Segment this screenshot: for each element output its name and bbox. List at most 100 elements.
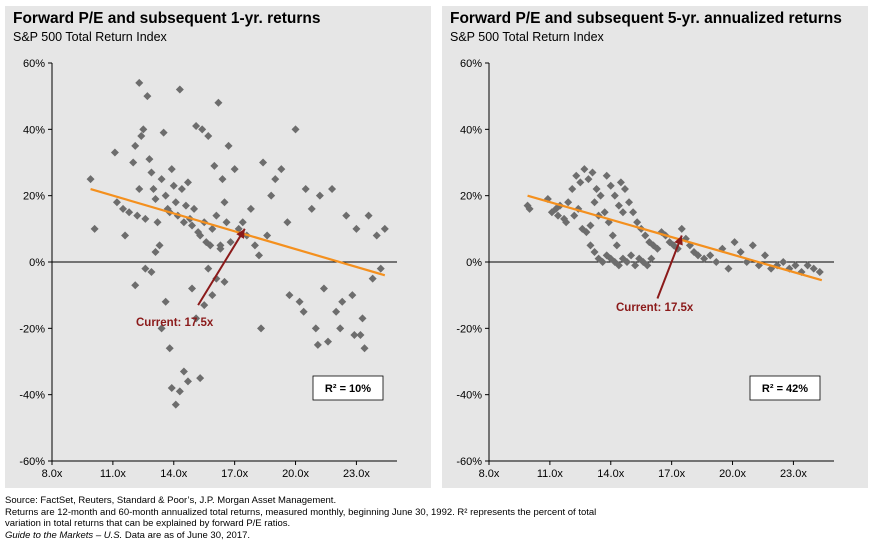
data-point: [131, 281, 140, 290]
data-point: [336, 324, 345, 333]
data-point: [633, 218, 642, 227]
trend-line: [90, 187, 386, 277]
data-point: [255, 251, 263, 260]
data-point: [809, 264, 818, 273]
data-point: [204, 131, 213, 140]
data-point: [175, 85, 184, 94]
y-tick-label: -20%: [19, 323, 45, 335]
data-point: [348, 291, 357, 300]
data-point: [724, 264, 733, 273]
r-squared-label: R² = 10%: [325, 383, 371, 395]
data-point: [135, 78, 144, 87]
data-point: [218, 175, 227, 184]
data-point: [358, 314, 367, 323]
footnote-asof: Data are as of June 30, 2017.: [122, 529, 251, 541]
current-pe-annotation: Current: 17.5x: [616, 302, 694, 314]
y-tick-label: -40%: [19, 390, 45, 402]
data-point: [181, 201, 190, 210]
data-point: [214, 98, 223, 107]
footnote-date: Guide to the Markets – U.S. Data are as …: [5, 530, 871, 542]
data-point: [208, 224, 217, 233]
footnote-variation: variation in total returns that can be e…: [5, 518, 291, 529]
data-point: [815, 267, 824, 276]
data-point: [645, 238, 654, 247]
y-tick-label: -60%: [19, 456, 45, 468]
data-point: [169, 181, 178, 190]
data-point: [208, 291, 217, 300]
data-point: [562, 218, 571, 227]
data-point: [141, 264, 150, 273]
data-point: [590, 248, 599, 257]
x-tick-label: 23.0x: [780, 468, 807, 480]
footnote-returns: Returns are 12-month and 60-month annual…: [5, 506, 597, 518]
data-point: [183, 178, 192, 187]
data-point: [352, 224, 361, 233]
data-point: [610, 191, 619, 200]
data-point: [155, 241, 164, 250]
data-point: [594, 254, 603, 263]
y-tick-label: 0%: [466, 257, 482, 269]
data-point: [584, 175, 593, 184]
data-point: [614, 201, 623, 210]
data-point: [623, 258, 631, 266]
data-point: [616, 178, 625, 187]
current-pe-annotation: Current: 17.5x: [136, 317, 214, 329]
x-tick-label: 23.0x: [343, 468, 370, 480]
chart-title: Forward P/E and subsequent 5-yr. annuali…: [450, 10, 842, 27]
data-point: [677, 224, 686, 233]
data-point: [157, 175, 166, 184]
data-point: [570, 211, 579, 220]
x-tick-label: 20.0x: [282, 468, 309, 480]
x-tick-label: 17.0x: [658, 468, 685, 480]
data-point: [791, 261, 800, 270]
data-point: [271, 175, 280, 184]
data-point: [285, 291, 294, 300]
data-point: [183, 377, 192, 386]
data-point: [196, 374, 205, 383]
x-tick-label: 14.0x: [597, 468, 624, 480]
data-point: [572, 171, 581, 180]
current-arrow: [656, 235, 683, 299]
data-point: [718, 244, 727, 253]
y-tick-label: -60%: [456, 456, 482, 468]
data-point: [586, 241, 595, 250]
data-point: [342, 211, 351, 220]
data-point: [560, 214, 569, 223]
data-point: [712, 258, 721, 266]
data-point: [767, 264, 776, 273]
data-point: [608, 231, 617, 240]
data-point: [376, 264, 385, 273]
data-point: [554, 211, 562, 220]
data-point: [338, 297, 347, 306]
data-point: [220, 198, 229, 207]
data-point: [220, 277, 229, 286]
data-point: [582, 228, 591, 237]
current-arrow: [197, 228, 246, 306]
data-point: [364, 211, 373, 220]
data-point: [179, 367, 188, 376]
y-tick-label: 40%: [23, 124, 45, 136]
data-point: [332, 307, 341, 316]
data-point: [188, 284, 197, 293]
data-point: [596, 191, 605, 200]
scatter-plot-1yr: -60% -40% -20% 0% 20% 40% 60% 8.0x 11.0x 14.0x 17.…: [19, 58, 397, 480]
data-point: [90, 224, 99, 233]
chart-subtitle: S&P 500 Total Return Index: [450, 30, 604, 44]
data-point: [167, 384, 176, 393]
data-point: [179, 218, 188, 227]
data-point: [368, 274, 377, 283]
data-point: [159, 128, 168, 137]
r-squared-label: R² = 42%: [762, 383, 808, 395]
data-point: [216, 241, 225, 250]
data-point: [380, 224, 389, 233]
y-tick-label: 60%: [23, 58, 45, 70]
data-point: [627, 251, 636, 260]
data-point: [803, 261, 812, 270]
data-point: [761, 251, 769, 260]
data-point: [119, 204, 128, 213]
data-point: [620, 185, 629, 194]
x-tick-label: 8.0x: [42, 468, 63, 480]
data-point: [600, 208, 609, 217]
data-point: [149, 185, 158, 194]
chart-panel-pe-1yr: Forward P/E and subsequent 1-yr. returns…: [5, 6, 431, 488]
